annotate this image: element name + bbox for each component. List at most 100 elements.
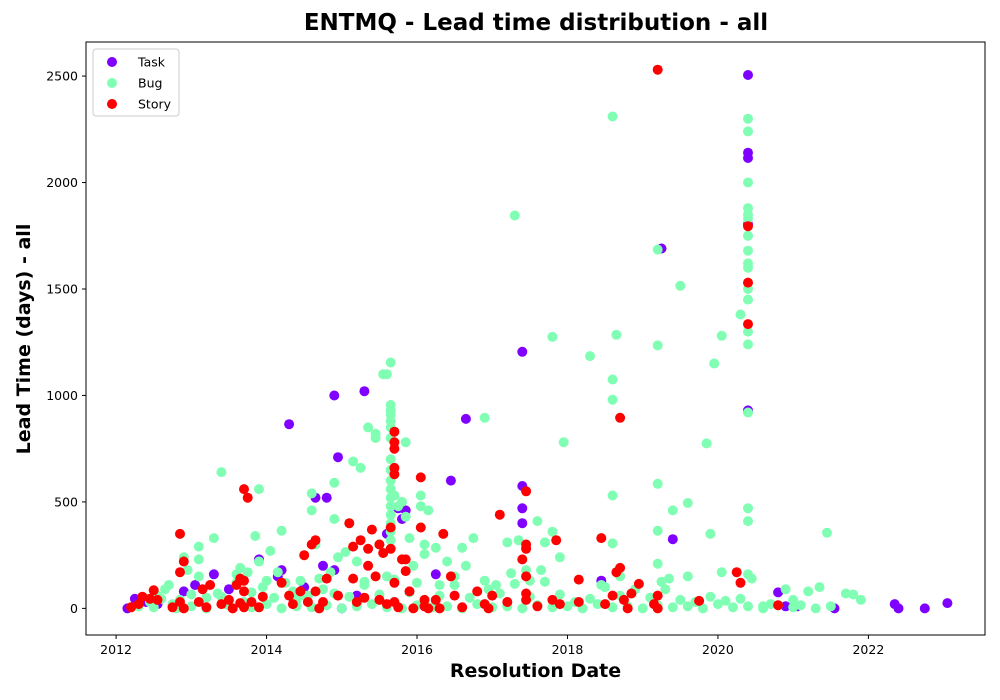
- data-point-bug: [272, 567, 283, 578]
- y-tick-label: 2500: [46, 69, 78, 84]
- data-point-story: [532, 601, 543, 612]
- data-point-story: [363, 543, 374, 554]
- data-point-story: [694, 595, 705, 606]
- data-point-bug: [660, 584, 671, 595]
- data-point-bug: [558, 437, 569, 448]
- data-point-task: [517, 346, 528, 357]
- data-point-story: [276, 577, 287, 588]
- y-tick-label: 1500: [46, 281, 78, 296]
- data-point-story: [287, 599, 298, 610]
- data-point-bug: [728, 602, 738, 613]
- x-axis-label: Resolution Date: [449, 660, 622, 682]
- plot-area: [86, 42, 985, 635]
- data-point-story: [393, 602, 404, 613]
- data-point-story: [148, 585, 159, 596]
- data-point-bug: [682, 601, 693, 612]
- data-point-story: [731, 567, 742, 578]
- data-point-bug: [536, 565, 547, 576]
- data-point-bug: [743, 126, 753, 137]
- data-point-task: [190, 580, 201, 590]
- data-point-task: [430, 569, 441, 580]
- data-point-bug: [502, 537, 513, 548]
- data-point-bug: [216, 591, 227, 602]
- y-tick-label: 2000: [46, 175, 78, 190]
- data-point-bug: [295, 575, 306, 586]
- data-point-bug: [743, 245, 753, 256]
- data-point-bug: [412, 577, 422, 588]
- data-point-bug: [359, 576, 370, 587]
- data-point-story: [521, 486, 532, 497]
- data-point-story: [423, 603, 434, 614]
- data-point-bug: [585, 593, 595, 604]
- data-point-bug: [743, 601, 753, 612]
- data-point-story: [193, 597, 204, 607]
- data-point-story: [408, 603, 419, 614]
- data-point-story: [735, 577, 746, 588]
- data-point-bug: [306, 505, 317, 516]
- data-point-story: [178, 603, 189, 614]
- data-point-bug: [652, 244, 663, 255]
- data-point-bug: [822, 527, 832, 538]
- data-point-bug: [186, 589, 197, 600]
- data-point-story: [310, 535, 321, 546]
- data-point-bug: [381, 369, 392, 380]
- data-point-story: [254, 602, 264, 613]
- data-point-bug: [314, 573, 325, 584]
- data-point-story: [404, 586, 415, 597]
- data-point-bug: [336, 603, 347, 614]
- data-point-bug: [656, 576, 667, 587]
- y-tick-label: 1000: [46, 388, 78, 403]
- data-point-bug: [449, 580, 460, 590]
- data-point-bug: [385, 357, 396, 368]
- data-point-story: [596, 533, 607, 544]
- data-point-bug: [351, 556, 362, 567]
- data-point-task: [284, 419, 295, 430]
- data-point-story: [381, 599, 392, 610]
- data-point-bug: [400, 437, 411, 448]
- data-point-bug: [547, 526, 558, 537]
- data-point-bug: [780, 584, 791, 595]
- x-axis: 2012 2014 2016 2018 2020 2022: [100, 635, 884, 657]
- data-point-story: [310, 586, 321, 597]
- data-point-story: [400, 554, 411, 565]
- data-point-story: [389, 426, 400, 437]
- data-point-bug: [329, 514, 340, 524]
- data-point-bug: [855, 594, 866, 605]
- data-point-bug: [509, 210, 520, 221]
- data-point-bug: [464, 592, 475, 603]
- chart-title: ENTMQ - Lead time distribution - all: [303, 10, 769, 36]
- y-axis: 0 500 1000 1500 2000 2500: [46, 69, 86, 616]
- data-point-story: [502, 597, 513, 607]
- data-point-bug: [788, 594, 799, 605]
- data-point-bug: [460, 560, 471, 571]
- data-point-story: [351, 597, 362, 607]
- data-point-task: [743, 70, 753, 80]
- data-point-story: [302, 597, 313, 607]
- data-point-bug: [743, 230, 753, 241]
- data-point-bug: [803, 586, 814, 597]
- data-point-bug: [250, 531, 261, 541]
- data-point-bug: [491, 580, 501, 590]
- data-point-bug: [682, 498, 693, 508]
- data-point-bug: [743, 326, 753, 337]
- data-point-bug: [743, 294, 753, 305]
- data-point-bug: [814, 582, 825, 593]
- data-point-story: [652, 603, 663, 614]
- data-point-story: [600, 599, 611, 610]
- data-point-bug: [743, 516, 753, 527]
- data-point-bug: [419, 549, 430, 560]
- data-point-story: [321, 573, 332, 584]
- data-point-bug: [235, 562, 246, 573]
- data-point-bug: [216, 467, 227, 478]
- data-point-story: [430, 594, 441, 605]
- data-point-story: [554, 599, 565, 610]
- data-point-bug: [607, 111, 618, 122]
- data-point-bug: [370, 433, 381, 443]
- data-point-bug: [442, 556, 453, 567]
- data-point-task: [333, 452, 343, 463]
- data-point-bug: [434, 580, 445, 590]
- data-point-bug: [709, 358, 720, 369]
- data-point-story: [389, 469, 400, 480]
- data-point-story: [348, 541, 359, 552]
- data-point-story: [438, 528, 449, 539]
